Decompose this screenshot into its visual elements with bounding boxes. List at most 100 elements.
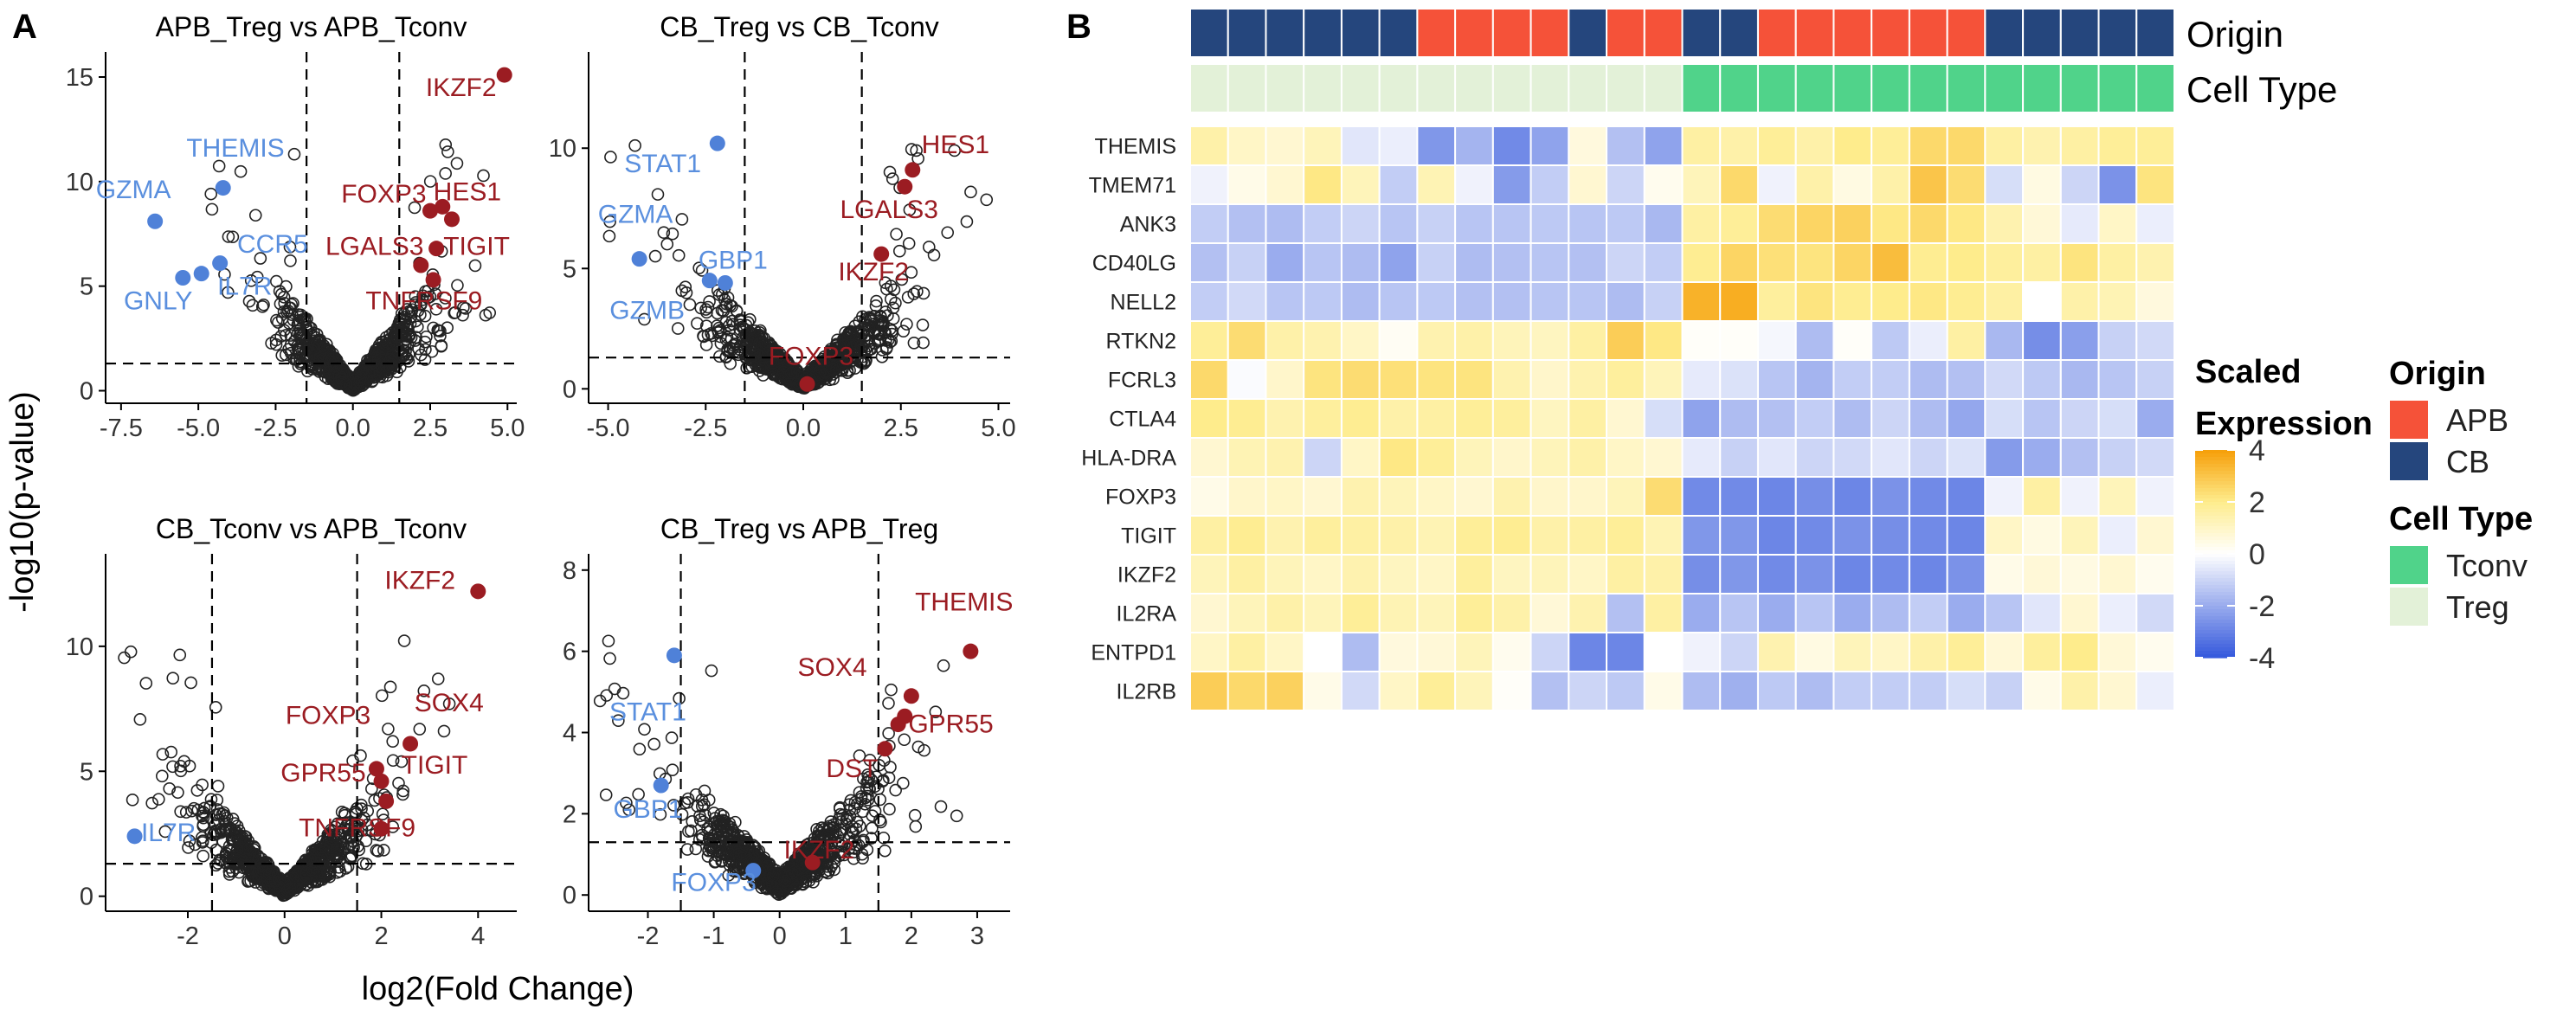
- background-point: [740, 362, 754, 375]
- background-point: [152, 793, 165, 806]
- background-point: [456, 308, 469, 322]
- heatmap-cell: [1606, 593, 1645, 633]
- heatmap-cell: [1984, 359, 2025, 400]
- heatmap-cell: [1530, 593, 1570, 633]
- background-point: [782, 358, 795, 371]
- origin-cell-cb: [1227, 8, 1267, 58]
- background-point: [916, 318, 930, 331]
- heatmap-cell: [1303, 515, 1343, 556]
- background-point: [782, 364, 795, 378]
- background-point: [401, 337, 415, 351]
- background-point: [275, 287, 288, 301]
- heatmap-cell: [1643, 203, 1684, 244]
- colorbar-step: [2195, 495, 2235, 499]
- heatmap-cell: [1984, 632, 2025, 672]
- heatmap-cell: [1719, 671, 1759, 711]
- heatmap-cell: [1189, 671, 1229, 711]
- gene-label: GNLY: [124, 286, 192, 315]
- background-point: [124, 645, 138, 659]
- colorbar-step: [2195, 644, 2235, 648]
- highlight-point-down: [175, 270, 191, 286]
- background-point: [745, 346, 759, 360]
- x-tick-label: 0: [278, 922, 292, 950]
- gene-row-label: THEMIS: [1095, 135, 1176, 159]
- heatmap-cell: [1265, 398, 1305, 439]
- heatmap-cell: [1681, 359, 1722, 400]
- colorbar-tick-label: -2: [2249, 590, 2275, 623]
- heatmap-cell: [1303, 359, 1343, 400]
- colorbar-tick-label: 2: [2249, 486, 2265, 519]
- colorbar-step: [2195, 616, 2235, 620]
- heatmap-cell: [1303, 203, 1343, 244]
- heatmap-cell: [1871, 398, 1910, 439]
- origin-cell-apb: [1908, 8, 1948, 58]
- background-point: [603, 652, 616, 665]
- heatmap-cell: [1643, 164, 1684, 205]
- heatmap-cell: [1871, 125, 1910, 166]
- background-point: [859, 343, 873, 356]
- background-point: [158, 825, 172, 839]
- heatmap-cell: [1719, 515, 1759, 556]
- highlight-point-up: [428, 241, 445, 257]
- heatmap-cell: [1643, 398, 1684, 439]
- heatmap-cell: [2097, 320, 2138, 361]
- heatmap-cell: [1491, 242, 1532, 283]
- background-point: [825, 362, 838, 375]
- celltype-annotation-label: Cell Type: [2186, 69, 2337, 110]
- y-tick-label: 10: [549, 135, 576, 163]
- background-point: [166, 672, 180, 685]
- background-point: [699, 303, 712, 316]
- heatmap-cell: [1491, 398, 1532, 439]
- x-tick-label: 5.0: [981, 415, 1015, 442]
- heatmap-cell: [1416, 515, 1457, 556]
- heatmap-cell: [1908, 632, 1948, 672]
- colorbar-step: [2195, 637, 2235, 641]
- heatmap-cell: [1378, 320, 1419, 361]
- heatmap-cell: [2135, 671, 2176, 711]
- heatmap-cell: [1416, 398, 1457, 439]
- heatmap-cell: [2059, 632, 2100, 672]
- background-point: [864, 312, 877, 326]
- colorbar-title: Expression: [2195, 406, 2373, 442]
- background-point: [878, 325, 892, 338]
- origin-cell-cb: [1681, 8, 1722, 58]
- background-point: [897, 776, 910, 790]
- background-point: [171, 786, 184, 800]
- heatmap-cell: [2059, 164, 2100, 205]
- y-tick-label: 6: [563, 639, 576, 666]
- colorbar-step: [2195, 592, 2235, 596]
- colorbar-step: [2195, 512, 2235, 517]
- heatmap-cell: [1908, 593, 1948, 633]
- background-point: [767, 367, 780, 380]
- background-point: [672, 248, 686, 262]
- heatmap-cell: [1908, 203, 1948, 244]
- background-point: [211, 780, 225, 793]
- background-point: [441, 145, 454, 158]
- background-point: [884, 761, 897, 774]
- background-point: [254, 252, 267, 265]
- heatmap-cell: [1340, 320, 1381, 361]
- colorbar-step: [2195, 613, 2235, 617]
- heatmap-cell: [1378, 203, 1419, 244]
- x-tick-label: -2.5: [254, 415, 297, 442]
- heatmap-cell: [1606, 359, 1645, 400]
- heatmap-cell: [1491, 632, 1532, 672]
- heatmap-cell: [1794, 320, 1835, 361]
- origin-cell-apb: [1416, 8, 1457, 58]
- heatmap-cell: [1643, 281, 1684, 322]
- highlight-point-down: [126, 828, 143, 845]
- heatmap-cell: [1530, 125, 1570, 166]
- gene-row-label: FOXP3: [1105, 485, 1176, 510]
- colorbar-step: [2195, 488, 2235, 492]
- origin-cell-cb: [2059, 8, 2100, 58]
- background-point: [292, 360, 306, 373]
- background-point: [283, 241, 297, 254]
- heatmap-cell: [1340, 398, 1381, 439]
- background-point: [922, 241, 936, 254]
- background-point: [369, 367, 383, 381]
- background-point: [885, 683, 898, 697]
- background-point: [244, 274, 258, 287]
- heatmap-cell: [1832, 281, 1873, 322]
- celltype-cell-treg: [1491, 63, 1532, 113]
- background-point: [699, 338, 713, 351]
